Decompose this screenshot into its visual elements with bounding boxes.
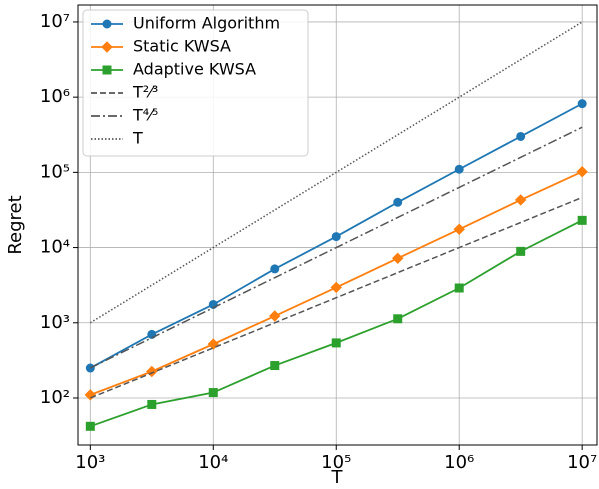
- marker: [393, 197, 403, 207]
- marker: [270, 264, 280, 274]
- y-tick-label: 10³: [40, 312, 70, 333]
- marker: [208, 388, 218, 398]
- x-tick-label: 10⁷: [567, 452, 597, 473]
- legend-label: T⁴⁄⁵: [132, 106, 158, 125]
- legend-label: T: [132, 129, 143, 148]
- marker: [207, 338, 219, 350]
- marker: [454, 283, 464, 293]
- series-line: [89, 126, 583, 369]
- series-line: [89, 21, 583, 324]
- marker: [516, 131, 526, 141]
- y-axis-label: Regret: [5, 195, 26, 254]
- marker: [330, 281, 342, 294]
- legend-label: Uniform Algorithm: [133, 14, 280, 33]
- marker: [453, 223, 465, 235]
- marker: [85, 421, 95, 431]
- marker: [454, 164, 464, 174]
- y-tick-label: 10⁷: [40, 11, 70, 32]
- y-tick-label: 10²: [40, 387, 70, 408]
- legend-marker: [102, 19, 112, 29]
- x-tick-label: 10⁶: [444, 452, 474, 473]
- marker: [392, 252, 404, 265]
- x-tick-label: 10⁵: [321, 452, 351, 473]
- marker: [577, 99, 587, 109]
- marker: [331, 338, 341, 348]
- marker: [577, 215, 587, 225]
- marker: [147, 399, 157, 409]
- legend-marker: [102, 65, 112, 75]
- legend-marker: [101, 41, 113, 53]
- marker: [393, 314, 403, 324]
- marker: [576, 166, 588, 178]
- marker: [269, 310, 281, 322]
- marker: [516, 246, 526, 256]
- x-axis-label: T: [331, 467, 344, 488]
- series-line: [90, 196, 583, 399]
- legend-label: Adaptive KWSA: [133, 60, 256, 79]
- marker: [331, 232, 341, 242]
- marker: [270, 361, 280, 371]
- y-tick-label: 10⁶: [40, 86, 70, 107]
- legend-label: Static KWSA: [133, 37, 231, 56]
- marker: [146, 365, 158, 378]
- y-tick-label: 10⁵: [40, 161, 70, 182]
- marker: [514, 194, 527, 206]
- y-tick-label: 10⁴: [40, 237, 70, 258]
- marker: [85, 363, 95, 373]
- plot-frame: [77, 4, 598, 446]
- legend-box: [82, 9, 309, 157]
- x-tick-label: 10³: [75, 452, 105, 473]
- x-tick-label: 10⁴: [198, 452, 228, 473]
- legend-label: T²⁄³: [132, 83, 158, 102]
